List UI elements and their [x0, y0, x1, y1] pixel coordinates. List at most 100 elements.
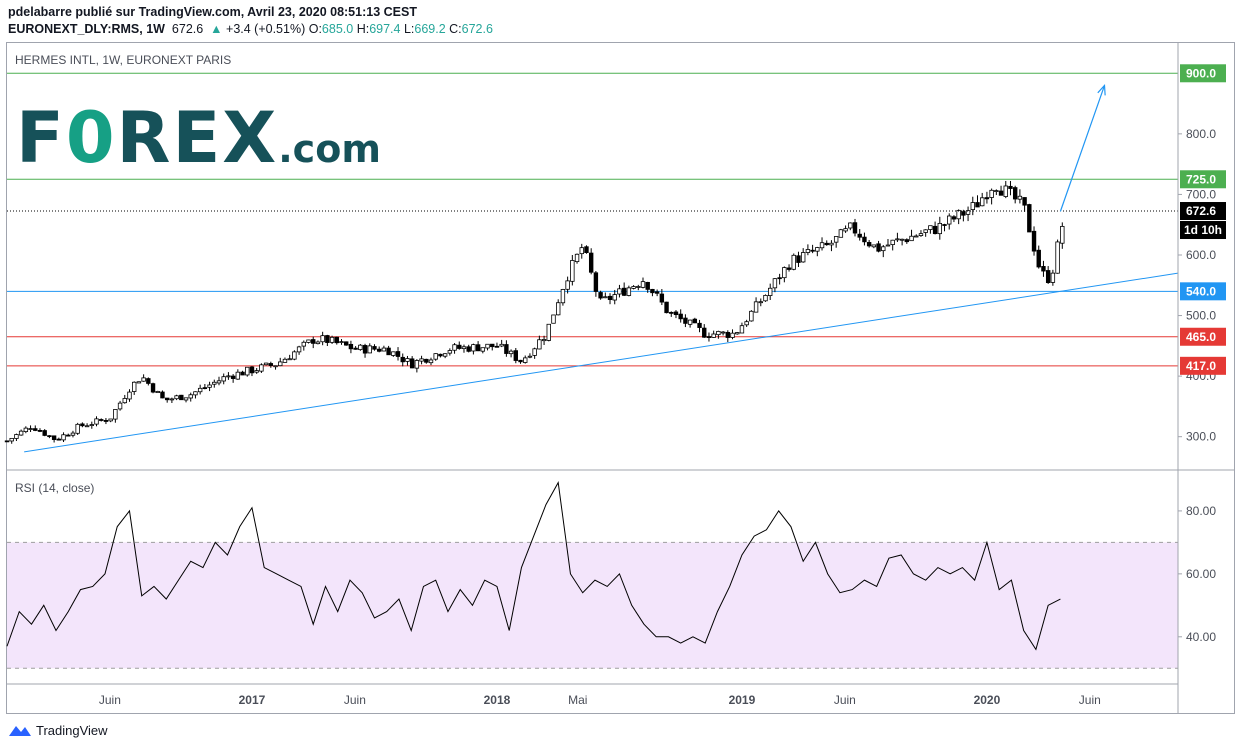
candle-body[interactable] — [937, 222, 943, 235]
candle-body[interactable] — [678, 313, 683, 320]
candle-body[interactable] — [744, 321, 749, 326]
candle-body[interactable] — [650, 288, 655, 294]
candle-body[interactable] — [235, 371, 241, 380]
candle-body[interactable] — [400, 356, 405, 363]
candle-body[interactable] — [918, 233, 924, 236]
candle-body[interactable] — [490, 343, 495, 348]
candle-body[interactable] — [669, 311, 674, 314]
candle-body[interactable] — [61, 434, 66, 441]
candle-body[interactable] — [103, 420, 109, 422]
candle-body[interactable] — [296, 346, 302, 353]
candle-body[interactable] — [838, 229, 844, 238]
candle-body[interactable] — [659, 293, 665, 303]
candle-body[interactable] — [230, 375, 236, 379]
candle-body[interactable] — [537, 339, 542, 350]
candle-body[interactable] — [570, 260, 575, 282]
candle-body[interactable] — [593, 272, 599, 292]
main-pane[interactable] — [6, 42, 1235, 714]
candle-body[interactable] — [339, 341, 344, 343]
candle-body[interactable] — [23, 427, 29, 432]
candle-body[interactable] — [640, 281, 646, 288]
candle-body[interactable] — [466, 346, 471, 352]
candle-body[interactable] — [735, 332, 740, 335]
candle-body[interactable] — [612, 294, 617, 301]
candle-body[interactable] — [824, 242, 829, 246]
candle-body[interactable] — [249, 366, 255, 374]
candle-body[interactable] — [457, 344, 462, 349]
candle-body[interactable] — [852, 222, 858, 234]
candle-body[interactable] — [164, 397, 170, 401]
candle-body[interactable] — [914, 235, 919, 238]
candle-body[interactable] — [245, 366, 250, 376]
candle-body[interactable] — [994, 190, 999, 192]
candle-body[interactable] — [480, 347, 486, 352]
candle-body[interactable] — [150, 383, 156, 393]
candle-body[interactable] — [141, 377, 146, 382]
candle-body[interactable] — [1045, 270, 1051, 284]
candle-body[interactable] — [523, 357, 528, 363]
candle-body[interactable] — [885, 244, 891, 247]
candle-body[interactable] — [273, 365, 278, 368]
candle-body[interactable] — [730, 332, 735, 338]
candle-body[interactable] — [1012, 187, 1018, 200]
candle-body[interactable] — [843, 228, 848, 232]
candle-body[interactable] — [386, 347, 391, 356]
candle-body[interactable] — [405, 358, 410, 362]
candle-body[interactable] — [306, 339, 311, 343]
candle-body[interactable] — [1055, 241, 1060, 274]
candle-body[interactable] — [739, 325, 745, 334]
candle-body[interactable] — [94, 418, 99, 425]
candle-body[interactable] — [188, 394, 193, 399]
candle-body[interactable] — [579, 247, 584, 255]
candle-body[interactable] — [320, 335, 325, 343]
candle-body[interactable] — [975, 202, 980, 208]
candle-body[interactable] — [956, 209, 961, 220]
candle-body[interactable] — [395, 351, 401, 357]
candle-body[interactable] — [965, 210, 971, 215]
candle-body[interactable] — [179, 394, 184, 401]
candle-body[interactable] — [961, 211, 966, 216]
candle-body[interactable] — [132, 381, 137, 392]
candle-body[interactable] — [409, 358, 415, 369]
candle-body[interactable] — [240, 371, 245, 376]
candle-body[interactable] — [193, 391, 198, 396]
candle-body[interactable] — [654, 291, 660, 294]
candle-body[interactable] — [348, 343, 354, 350]
candle-body[interactable] — [70, 432, 76, 436]
candle-body[interactable] — [424, 358, 429, 363]
symbol[interactable]: EURONEXT_DLY:RMS, 1W — [8, 22, 165, 36]
candle-body[interactable] — [819, 242, 825, 249]
candle-body[interactable] — [221, 376, 226, 382]
candle-body[interactable] — [428, 359, 434, 364]
candle-body[interactable] — [697, 322, 702, 328]
candle-body[interactable] — [329, 336, 335, 343]
candle-body[interactable] — [848, 222, 853, 229]
candle-body[interactable] — [720, 331, 726, 334]
candle-body[interactable] — [80, 423, 85, 427]
candle-body[interactable] — [202, 387, 208, 390]
candle-body[interactable] — [376, 348, 382, 352]
candle-body[interactable] — [504, 344, 509, 354]
candle-body[interactable] — [1027, 204, 1032, 233]
candle-body[interactable] — [621, 287, 627, 296]
candle-body[interactable] — [904, 239, 910, 243]
candle-body[interactable] — [311, 339, 316, 344]
rsi-line[interactable] — [6, 481, 1061, 651]
candle-body[interactable] — [815, 247, 820, 252]
candle-body[interactable] — [513, 350, 519, 361]
candle-body[interactable] — [560, 289, 566, 304]
candle-body[interactable] — [447, 350, 453, 354]
candle-body[interactable] — [414, 360, 420, 369]
candle-body[interactable] — [636, 286, 641, 288]
candle-body[interactable] — [344, 341, 349, 346]
candle-body[interactable] — [1003, 185, 1008, 197]
candle-body[interactable] — [796, 255, 801, 263]
candle-body[interactable] — [37, 430, 43, 432]
candle-body[interactable] — [942, 224, 947, 226]
candle-body[interactable] — [970, 202, 975, 211]
candle-body[interactable] — [226, 375, 231, 378]
candle-body[interactable] — [565, 280, 570, 290]
candle-body[interactable] — [475, 344, 481, 352]
candle-body[interactable] — [881, 246, 886, 252]
